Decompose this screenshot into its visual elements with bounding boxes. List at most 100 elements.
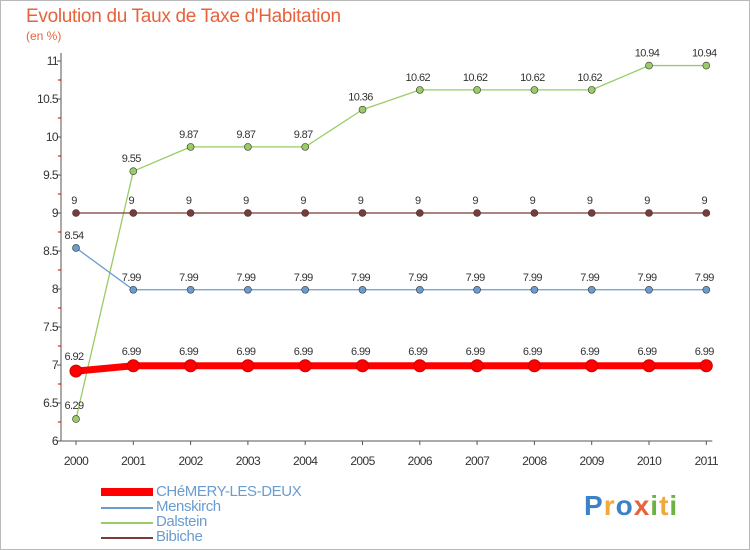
series-point-bibiche: [186, 209, 195, 217]
data-label-ch-mery-les-deux: 6.99: [179, 346, 198, 358]
data-label-menskirch: 7.99: [695, 272, 714, 284]
y-tick-label: 9: [52, 206, 59, 220]
series-point-bibiche: [587, 209, 596, 217]
series-point-menskirch: [358, 285, 367, 294]
series-point-menskirch: [129, 285, 138, 294]
data-label-menskirch: 7.99: [637, 272, 656, 284]
data-label-menskirch: 7.99: [523, 272, 542, 284]
data-label-menskirch: 7.99: [351, 272, 370, 284]
x-tick-label: 2011: [695, 454, 719, 468]
chart-unit: (en %): [26, 29, 62, 43]
series-point-dalstein: [473, 86, 481, 94]
data-label-menskirch: 7.99: [236, 272, 255, 284]
legend-label-menskirch: Menskirch: [156, 498, 221, 515]
series-point-ch-mery-les-deux: [241, 359, 255, 373]
data-label-ch-mery-les-deux: 6.99: [351, 346, 370, 358]
proxiti-logo: Proxiti: [584, 490, 678, 522]
chart-data-labels: 9 9 9 9 9 9 9 9 9 9 9 9 6.29 9.55 9.87 9.87 9.87 10.36 10.…: [64, 48, 717, 412]
data-label-menskirch: 7.99: [408, 272, 427, 284]
series-point-dalstein: [129, 167, 138, 175]
series-point-bibiche: [415, 209, 424, 217]
x-tick-label: 2009: [580, 454, 605, 468]
series-point-ch-mery-les-deux: [527, 359, 541, 373]
series-line-dalstein: [75, 64, 707, 420]
legend-label-dalstein: Dalstein: [156, 513, 207, 530]
data-label-ch-mery-les-deux: 6.99: [408, 346, 427, 358]
data-label-bibiche: 9: [71, 195, 77, 207]
data-label-ch-mery-les-deux: 6.99: [523, 346, 542, 358]
data-label-dalstein: 9.87: [179, 129, 198, 141]
x-tick-label: 2003: [236, 454, 261, 468]
data-label-ch-mery-les-deux: 6.99: [637, 346, 656, 358]
series-point-dalstein: [301, 143, 310, 151]
logo-letter: t: [659, 490, 670, 521]
data-label-dalstein: 10.62: [406, 72, 431, 84]
data-label-dalstein: 10.62: [520, 72, 545, 84]
data-label-bibiche: 9: [415, 195, 421, 207]
series-line-menskirch: [75, 247, 707, 291]
data-label-bibiche: 9: [243, 195, 249, 207]
chart-axes: 6 6.5 7 7.5 8 8.5 9 9.5 10 10.5 11 2000 2001 2002 2003…: [37, 53, 720, 468]
series-point-bibiche: [358, 209, 367, 217]
legend-swatch-dalstein: [101, 522, 153, 524]
data-label-dalstein: 10.62: [577, 72, 602, 84]
series-point-menskirch: [587, 285, 596, 294]
series-point-dalstein: [587, 86, 596, 94]
series-point-bibiche: [301, 209, 310, 217]
series-point-bibiche: [473, 209, 481, 217]
x-tick-label: 2010: [637, 454, 662, 468]
series-point-dalstein: [186, 143, 195, 151]
x-tick-label: 2000: [64, 454, 89, 468]
data-label-ch-mery-les-deux: 6.92: [64, 351, 83, 363]
series-point-dalstein: [530, 86, 539, 94]
legend-swatch-chemery: [101, 488, 153, 496]
logo-letter: x: [633, 490, 651, 521]
series-point-menskirch: [186, 285, 195, 294]
legend-swatch-bibiche: [101, 537, 153, 539]
x-tick-label: 2001: [121, 454, 146, 468]
logo-letter: P: [584, 490, 604, 521]
y-tick-label: 9.5: [43, 168, 59, 182]
data-label-bibiche: 9: [644, 195, 650, 207]
series-point-ch-mery-les-deux: [470, 359, 484, 373]
data-label-dalstein: 10.94: [635, 48, 660, 60]
logo-letter: i: [650, 490, 660, 521]
series-point-menskirch: [244, 285, 252, 294]
data-label-bibiche: 9: [587, 195, 593, 207]
y-tick-label: 6.5: [43, 396, 59, 410]
series-point-menskirch: [530, 285, 539, 294]
series-point-menskirch: [72, 244, 80, 252]
series-point-bibiche: [530, 209, 539, 217]
data-label-ch-mery-les-deux: 6.99: [294, 346, 313, 358]
data-label-dalstein: 9.87: [294, 129, 313, 141]
series-point-dalstein: [358, 105, 367, 114]
data-label-ch-mery-les-deux: 6.99: [122, 346, 141, 358]
data-label-ch-mery-les-deux: 6.99: [695, 346, 714, 358]
series-point-ch-mery-les-deux: [642, 359, 656, 373]
data-label-ch-mery-les-deux: 6.99: [236, 346, 255, 358]
series-point-ch-mery-les-deux: [69, 364, 83, 378]
y-tick-label: 8: [52, 282, 59, 296]
x-tick-label: 2004: [293, 454, 318, 468]
series-point-ch-mery-les-deux: [585, 359, 599, 373]
data-label-bibiche: 9: [530, 195, 536, 207]
data-label-bibiche: 9: [300, 195, 306, 207]
data-label-menskirch: 7.99: [179, 272, 198, 284]
series-point-menskirch: [702, 285, 711, 294]
data-label-bibiche: 9: [129, 195, 135, 207]
data-label-menskirch: 7.99: [294, 272, 313, 284]
x-tick-label: 2007: [465, 454, 490, 468]
data-label-menskirch: 7.99: [580, 272, 599, 284]
y-tick-label: 11: [47, 54, 59, 68]
y-tick-label: 7: [52, 358, 59, 372]
legend-label-bibiche: Bibiche: [156, 528, 203, 545]
chart-series: [69, 61, 713, 423]
data-label-dalstein: 6.29: [64, 400, 83, 412]
data-label-bibiche: 9: [186, 195, 192, 207]
y-tick-label: 6: [52, 434, 59, 448]
y-tick-label: 10: [46, 130, 59, 144]
line-chart: 6 6.5 7 7.5 8 8.5 9 9.5 10 10.5 11 2000 2001 2002 2003…: [37, 48, 720, 468]
series-point-ch-mery-les-deux: [298, 359, 312, 373]
y-tick-label: 10.5: [37, 92, 59, 106]
series-point-bibiche: [129, 209, 138, 217]
